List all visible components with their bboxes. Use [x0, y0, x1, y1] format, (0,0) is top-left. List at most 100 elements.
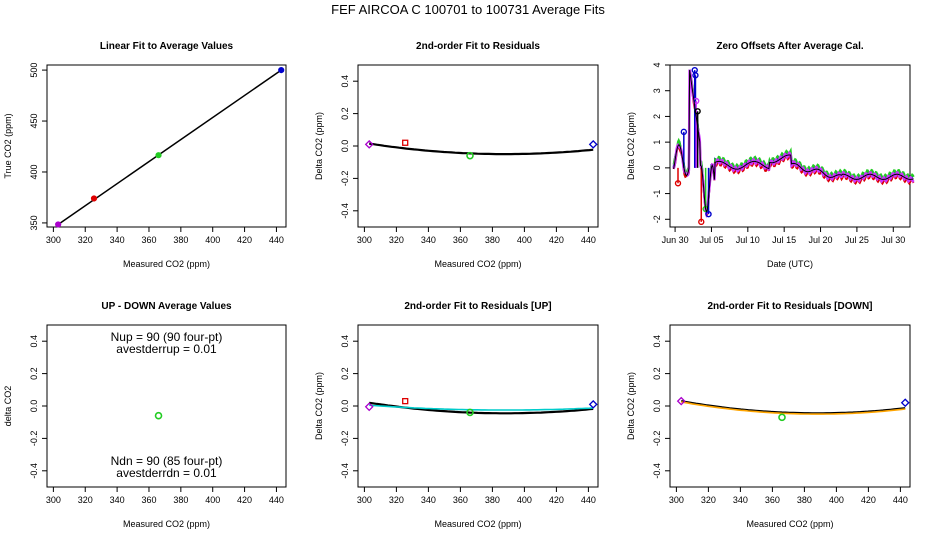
x-tick-label: 300 — [357, 235, 372, 245]
x-tick-label: 300 — [669, 495, 684, 505]
panel-linear: Linear Fit to Average Values Measured CO2… — [3, 41, 287, 269]
x-tick-label: 320 — [389, 235, 404, 245]
y-tick-label: 4 — [652, 62, 662, 67]
data-point — [900, 398, 910, 408]
fit-curve-black — [369, 142, 594, 156]
offset-point — [674, 180, 682, 187]
x-tick-label: Jul 15 — [772, 235, 796, 245]
data-point — [278, 66, 285, 74]
y-tick-label: -0.4 — [340, 203, 350, 219]
x-tick-label: 320 — [701, 495, 716, 505]
data-point — [676, 396, 686, 406]
fit-curve-orange — [681, 401, 906, 415]
y-axis-label: Delta CO2 (ppm) — [626, 112, 636, 180]
panel-title: Zero Offsets After Average Cal. — [716, 41, 863, 52]
y-tick-label: 0.4 — [29, 335, 39, 348]
y-axis-label: delta CO2 — [3, 386, 13, 427]
x-axis-label: Measured CO2 (ppm) — [434, 259, 521, 269]
x-tick-label: 380 — [173, 235, 188, 245]
data-point — [155, 152, 162, 159]
y-tick-label: -2 — [652, 215, 662, 223]
x-tick-label: 380 — [173, 495, 188, 505]
x-tick-label: 300 — [46, 235, 61, 245]
y-tick-label: 450 — [29, 114, 39, 129]
y-axis-label: Delta CO2 (ppm) — [626, 372, 636, 440]
x-axis-label: Measured CO2 (ppm) — [123, 519, 210, 529]
data-point — [402, 397, 409, 405]
x-tick-label: 320 — [78, 495, 93, 505]
annotation-avestderrdn: avestderrdn = 0.01 — [116, 466, 217, 480]
x-axis-label: Measured CO2 (ppm) — [434, 519, 521, 529]
y-tick-label: 0.4 — [340, 335, 350, 348]
x-axis-label: Measured CO2 (ppm) — [746, 519, 833, 529]
y-tick-label: 0.2 — [340, 107, 350, 120]
y-tick-label: 3 — [652, 88, 662, 93]
x-tick-label: 440 — [581, 495, 596, 505]
x-tick-label: 320 — [389, 495, 404, 505]
x-tick-label: Jul 05 — [699, 235, 723, 245]
offset-mean-line — [673, 70, 914, 213]
data-point — [55, 221, 62, 228]
x-tick-label: 420 — [861, 495, 876, 505]
offset-point — [705, 210, 712, 218]
y-tick-label: 2 — [652, 114, 662, 119]
panel-title: UP - DOWN Average Values — [101, 301, 232, 312]
x-tick-label: Jul 10 — [736, 235, 760, 245]
x-tick-label: Jul 30 — [881, 235, 905, 245]
annotation-avestderrup: avestderrup = 0.01 — [116, 342, 217, 356]
y-tick-label: -0.2 — [29, 431, 39, 447]
offset-point — [698, 218, 705, 226]
y-tick-label: -1 — [652, 190, 662, 198]
y-tick-label: -0.4 — [340, 463, 350, 479]
x-tick-label: 340 — [110, 235, 125, 245]
panel-resid_down: 2nd-order Fit to Residuals [DOWN] Measure… — [626, 301, 911, 529]
x-tick-label: 340 — [421, 235, 436, 245]
plot-frame — [669, 64, 911, 228]
y-tick-label: -0.2 — [652, 431, 662, 447]
offset-point — [692, 72, 699, 79]
y-tick-label: 400 — [29, 164, 39, 179]
panel-resid_up: 2nd-order Fit to Residuals [UP] Measured … — [314, 301, 599, 529]
y-tick-label: -0.4 — [652, 463, 662, 479]
x-tick-label: 340 — [110, 495, 125, 505]
x-tick-label: 400 — [205, 495, 220, 505]
x-axis-label: Measured CO2 (ppm) — [123, 259, 210, 269]
x-tick-label: Jul 25 — [845, 235, 869, 245]
x-tick-label: 340 — [421, 495, 436, 505]
annotation-ndn: Ndn = 90 (85 four-pt) — [111, 454, 223, 468]
y-tick-label: 0.4 — [652, 335, 662, 348]
panel-title: 2nd-order Fit to Residuals — [416, 41, 540, 52]
x-tick-label: 300 — [357, 495, 372, 505]
x-tick-label: 400 — [205, 235, 220, 245]
y-tick-label: 1 — [652, 140, 662, 145]
x-tick-label: 300 — [46, 495, 61, 505]
x-tick-label: Jul 20 — [809, 235, 833, 245]
annotation-nup: Nup = 90 (90 four-pt) — [111, 330, 223, 344]
x-tick-label: 400 — [517, 495, 532, 505]
x-tick-label: 420 — [237, 495, 252, 505]
x-tick-label: 420 — [237, 235, 252, 245]
y-tick-label: 0.0 — [652, 400, 662, 413]
y-tick-label: -0.2 — [340, 431, 350, 447]
x-tick-label: 440 — [893, 495, 908, 505]
data-point — [364, 139, 374, 149]
x-tick-label: 380 — [485, 495, 500, 505]
x-tick-label: 440 — [269, 235, 284, 245]
x-tick-label: 420 — [549, 495, 564, 505]
y-tick-label: 0.2 — [652, 367, 662, 380]
x-tick-label: 420 — [549, 235, 564, 245]
y-tick-label: 500 — [29, 63, 39, 78]
page-title: FEF AIRCOA C 100701 to 100731 Average Fi… — [331, 2, 605, 17]
x-tick-label: Jun 30 — [662, 235, 689, 245]
y-tick-label: 0.0 — [340, 140, 350, 153]
y-tick-label: 0.2 — [29, 367, 39, 380]
y-axis-label: Delta CO2 (ppm) — [314, 112, 324, 180]
x-tick-label: 360 — [141, 495, 156, 505]
y-tick-label: 350 — [29, 215, 39, 230]
x-tick-label: 400 — [517, 235, 532, 245]
x-tick-label: 360 — [453, 495, 468, 505]
x-tick-label: 340 — [733, 495, 748, 505]
y-tick-label: 0 — [652, 165, 662, 170]
data-point — [466, 151, 474, 160]
panel-resid: 2nd-order Fit to Residuals Measured CO2 (… — [314, 41, 599, 269]
